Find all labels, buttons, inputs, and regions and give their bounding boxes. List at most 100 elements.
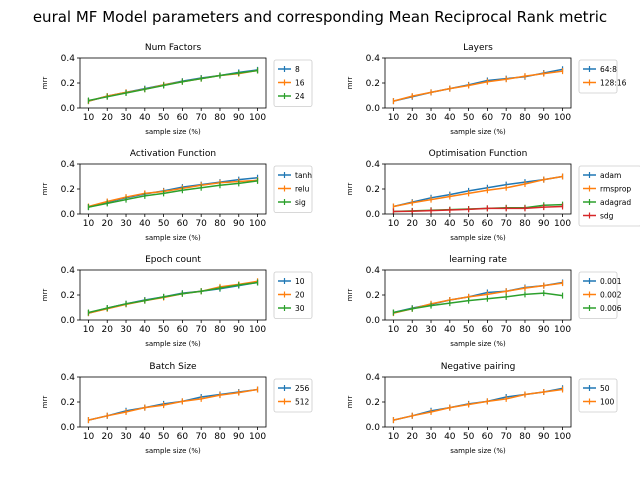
subplot: Negative pairing 10 20 30 40 50 60 70 80 90 100 0.0… [346, 362, 618, 455]
x-tick-label: 10 [388, 325, 400, 335]
x-tick-label: 30 [425, 432, 437, 442]
legend-entry-label: 100 [600, 398, 615, 407]
legend: adam rmsprop adagrad sdg [578, 165, 640, 227]
y-tick-label: 0.2 [366, 291, 380, 301]
x-tick-label: 50 [158, 219, 170, 229]
legend-entry-label: 24 [295, 92, 305, 101]
legend: tanh relu sig [273, 165, 313, 213]
x-tick-label: 50 [463, 113, 475, 123]
x-tick-label: 50 [158, 113, 170, 123]
legend-entry-label: 30 [295, 304, 305, 313]
legend-entry-label: 0.002 [600, 291, 622, 300]
legend-box [578, 378, 618, 413]
x-tick-label: 50 [463, 432, 475, 442]
subplot-title: Negative pairing [441, 362, 516, 372]
x-tick-label: 50 [463, 325, 475, 335]
x-tick-label: 20 [102, 113, 114, 123]
x-tick-label: 80 [519, 113, 531, 123]
series-line [393, 175, 563, 208]
x-tick-label: 90 [233, 432, 245, 442]
legend-entry-label: adagrad [600, 198, 631, 207]
y-tick-label: 0.4 [366, 54, 381, 64]
x-tick-label: 60 [177, 113, 189, 123]
series-line [393, 70, 563, 102]
y-tick-label: 0.4 [61, 373, 76, 383]
x-tick-label: 40 [139, 325, 151, 335]
x-tick-label: 20 [102, 219, 114, 229]
y-axis-label: mrr [41, 77, 49, 90]
legend-box [273, 165, 313, 213]
series-line [393, 388, 563, 421]
x-tick-label: 60 [482, 219, 494, 229]
x-tick-label: 60 [482, 325, 494, 335]
x-tick-label: 70 [195, 113, 207, 123]
y-tick-label: 0.4 [61, 266, 76, 276]
x-axis-label: sample size (%) [145, 234, 201, 242]
y-tick-label: 0.2 [366, 398, 380, 408]
subplot: Layers 10 20 30 40 50 60 70 80 90 100 0.0 0.2 0.4 samp… [346, 43, 627, 136]
y-tick-label: 0.0 [366, 423, 381, 433]
x-tick-label: 30 [120, 219, 132, 229]
series-line [88, 69, 258, 102]
x-tick-label: 70 [500, 219, 512, 229]
x-tick-label: 30 [425, 113, 437, 123]
subplot-title: Epoch count [145, 255, 201, 265]
x-tick-label: 90 [233, 113, 245, 123]
x-tick-label: 80 [214, 219, 226, 229]
x-tick-label: 60 [482, 432, 494, 442]
legend-entry-label: 512 [295, 398, 310, 407]
legend: 0.001 0.002 0.006 [578, 271, 622, 319]
x-axis-label: sample size (%) [450, 234, 506, 242]
subplot-title: Activation Function [130, 149, 216, 159]
x-tick-label: 70 [195, 432, 207, 442]
subplot: Batch Size 10 20 30 40 50 60 70 80 90 100 0.0 0.2 0.4… [41, 362, 313, 455]
x-tick-label: 20 [102, 325, 114, 335]
y-axis-label: mrr [41, 289, 49, 302]
x-tick-label: 10 [83, 325, 95, 335]
legend: 256 512 [273, 378, 313, 413]
x-tick-label: 10 [388, 219, 400, 229]
y-tick-label: 0.2 [366, 185, 380, 195]
series-line [393, 292, 563, 314]
x-tick-label: 50 [463, 219, 475, 229]
x-tick-label: 30 [120, 113, 132, 123]
x-tick-label: 20 [407, 113, 419, 123]
legend-box [273, 59, 313, 107]
x-axis-label: sample size (%) [450, 447, 506, 455]
y-tick-label: 0.0 [61, 423, 76, 433]
x-tick-label: 90 [233, 219, 245, 229]
subplot: learning rate 10 20 30 40 50 60 70 80 90 100 0.0 0.2… [346, 255, 622, 348]
x-tick-label: 80 [214, 325, 226, 335]
x-tick-label: 30 [120, 325, 132, 335]
legend-entry-label: sig [295, 198, 306, 207]
legend: 10 20 30 [273, 271, 313, 319]
x-tick-label: 50 [158, 432, 170, 442]
y-axis-label: mrr [41, 183, 49, 196]
legend-entry-label: 10 [295, 277, 305, 286]
x-tick-label: 100 [554, 219, 571, 229]
x-tick-label: 70 [500, 432, 512, 442]
x-tick-label: 90 [233, 325, 245, 335]
y-axis-label: mrr [346, 396, 354, 409]
legend-entry-label: 0.006 [600, 304, 622, 313]
x-tick-label: 50 [158, 325, 170, 335]
series-line [393, 282, 563, 314]
legend: 64:8 128:16 [578, 59, 627, 94]
y-tick-label: 0.4 [61, 54, 76, 64]
y-axis-label: mrr [346, 77, 354, 90]
y-tick-label: 0.2 [61, 398, 75, 408]
x-tick-label: 10 [388, 432, 400, 442]
chart-title: eural MF Model parameters and correspond… [33, 8, 607, 26]
x-tick-label: 40 [139, 432, 151, 442]
legend-entry-label: sdg [600, 212, 614, 221]
legend-entry-label: 16 [295, 79, 305, 88]
x-tick-label: 70 [500, 325, 512, 335]
legend-box [578, 165, 640, 227]
series-line [88, 69, 258, 102]
legend-entry-label: relu [295, 185, 310, 194]
x-tick-label: 90 [538, 325, 550, 335]
x-tick-label: 80 [214, 432, 226, 442]
y-tick-label: 0.0 [366, 104, 381, 114]
x-axis-label: sample size (%) [450, 340, 506, 348]
x-tick-label: 90 [538, 219, 550, 229]
